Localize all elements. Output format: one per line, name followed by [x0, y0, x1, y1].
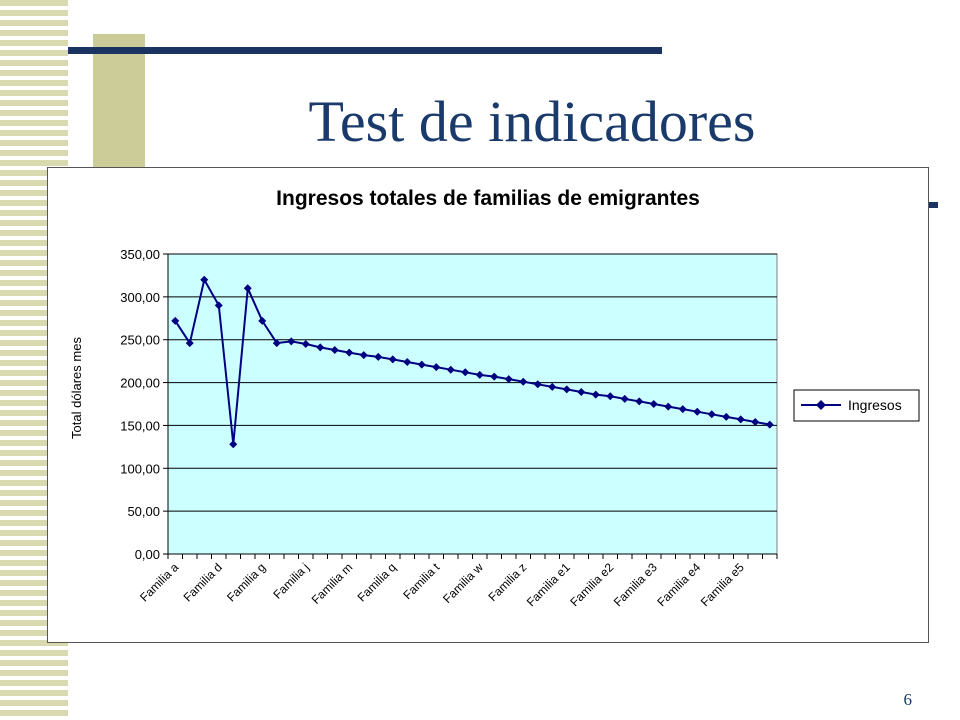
data-point	[403, 358, 412, 366]
x-tick-label: Familia q	[355, 560, 399, 604]
y-tick-label: 200,00	[120, 376, 160, 391]
data-point	[548, 382, 557, 391]
x-tick-label: Familia a	[137, 560, 182, 605]
data-point	[475, 370, 484, 379]
plot-area	[167, 253, 778, 555]
x-tick-label: Familia e4	[654, 560, 703, 609]
data-point	[678, 405, 687, 414]
page-number: 6	[903, 690, 913, 709]
data-point	[620, 394, 629, 403]
x-tick-label: Familia e3	[611, 560, 660, 609]
chart-frame: Ingresos totales de familias de emigrant…	[47, 167, 929, 643]
y-axis-label: Total dólares mes	[69, 337, 84, 439]
legend-marker	[816, 400, 826, 410]
data-point	[185, 339, 194, 348]
x-tick-label: Familia e5	[698, 560, 747, 609]
data-point	[287, 337, 296, 346]
x-tick-label: Familia e2	[567, 560, 616, 609]
y-tick-label: 0,00	[135, 547, 160, 562]
data-point	[664, 402, 673, 411]
x-tick-label: Familia g	[224, 560, 268, 604]
data-point	[649, 400, 658, 408]
data-point	[330, 346, 339, 354]
data-point	[533, 380, 542, 389]
x-tick-label: Familia j	[270, 560, 311, 601]
legend-label: Ingresos	[848, 397, 902, 413]
data-point	[577, 388, 586, 396]
data-point	[301, 340, 310, 348]
y-tick-label: 100,00	[120, 461, 160, 476]
data-point	[751, 418, 760, 426]
data-point	[171, 316, 180, 325]
y-tick-label: 350,00	[120, 247, 160, 262]
data-point	[606, 392, 615, 401]
data-point	[272, 339, 281, 348]
data-point	[591, 390, 600, 399]
data-point	[359, 351, 368, 360]
x-tick-label: Familia e1	[524, 560, 573, 609]
x-tick-label: Familia w	[440, 560, 486, 606]
data-point	[214, 301, 223, 310]
data-point	[432, 363, 441, 372]
data-point	[504, 375, 513, 384]
data-point	[707, 410, 716, 419]
x-tick-label: Familia t	[400, 560, 442, 602]
data-point	[243, 284, 252, 293]
x-tick-label: Familia d	[181, 560, 225, 604]
data-point	[316, 343, 325, 352]
chart-title: Ingresos totales de familias de emigrant…	[276, 187, 700, 210]
y-tick-label: 250,00	[120, 333, 160, 348]
data-point	[388, 355, 397, 364]
data-point	[562, 385, 571, 394]
decorative-band	[93, 34, 145, 184]
data-point	[417, 360, 426, 369]
data-point	[693, 407, 702, 416]
data-point	[722, 412, 731, 421]
data-point	[200, 275, 209, 284]
data-point	[258, 316, 267, 325]
x-tick-label: Familia m	[309, 560, 356, 607]
slide-title: Test de indicadores	[308, 89, 756, 154]
decorative-rule	[68, 47, 662, 54]
data-point	[490, 372, 499, 381]
data-point	[461, 368, 470, 377]
x-tick-label: Familia z	[486, 560, 530, 604]
data-point	[765, 420, 774, 429]
line-chart: Ingresos totales de familias de emigrant…	[69, 187, 920, 609]
data-point	[446, 365, 455, 374]
y-tick-label: 150,00	[120, 418, 160, 433]
data-point	[229, 440, 238, 449]
y-tick-label: 50,00	[127, 504, 160, 519]
data-point	[374, 352, 383, 361]
data-point	[736, 415, 745, 424]
y-tick-label: 300,00	[120, 290, 160, 305]
data-point	[519, 377, 528, 386]
data-point	[635, 397, 644, 406]
data-point	[345, 348, 354, 357]
legend: Ingresos	[793, 389, 920, 422]
